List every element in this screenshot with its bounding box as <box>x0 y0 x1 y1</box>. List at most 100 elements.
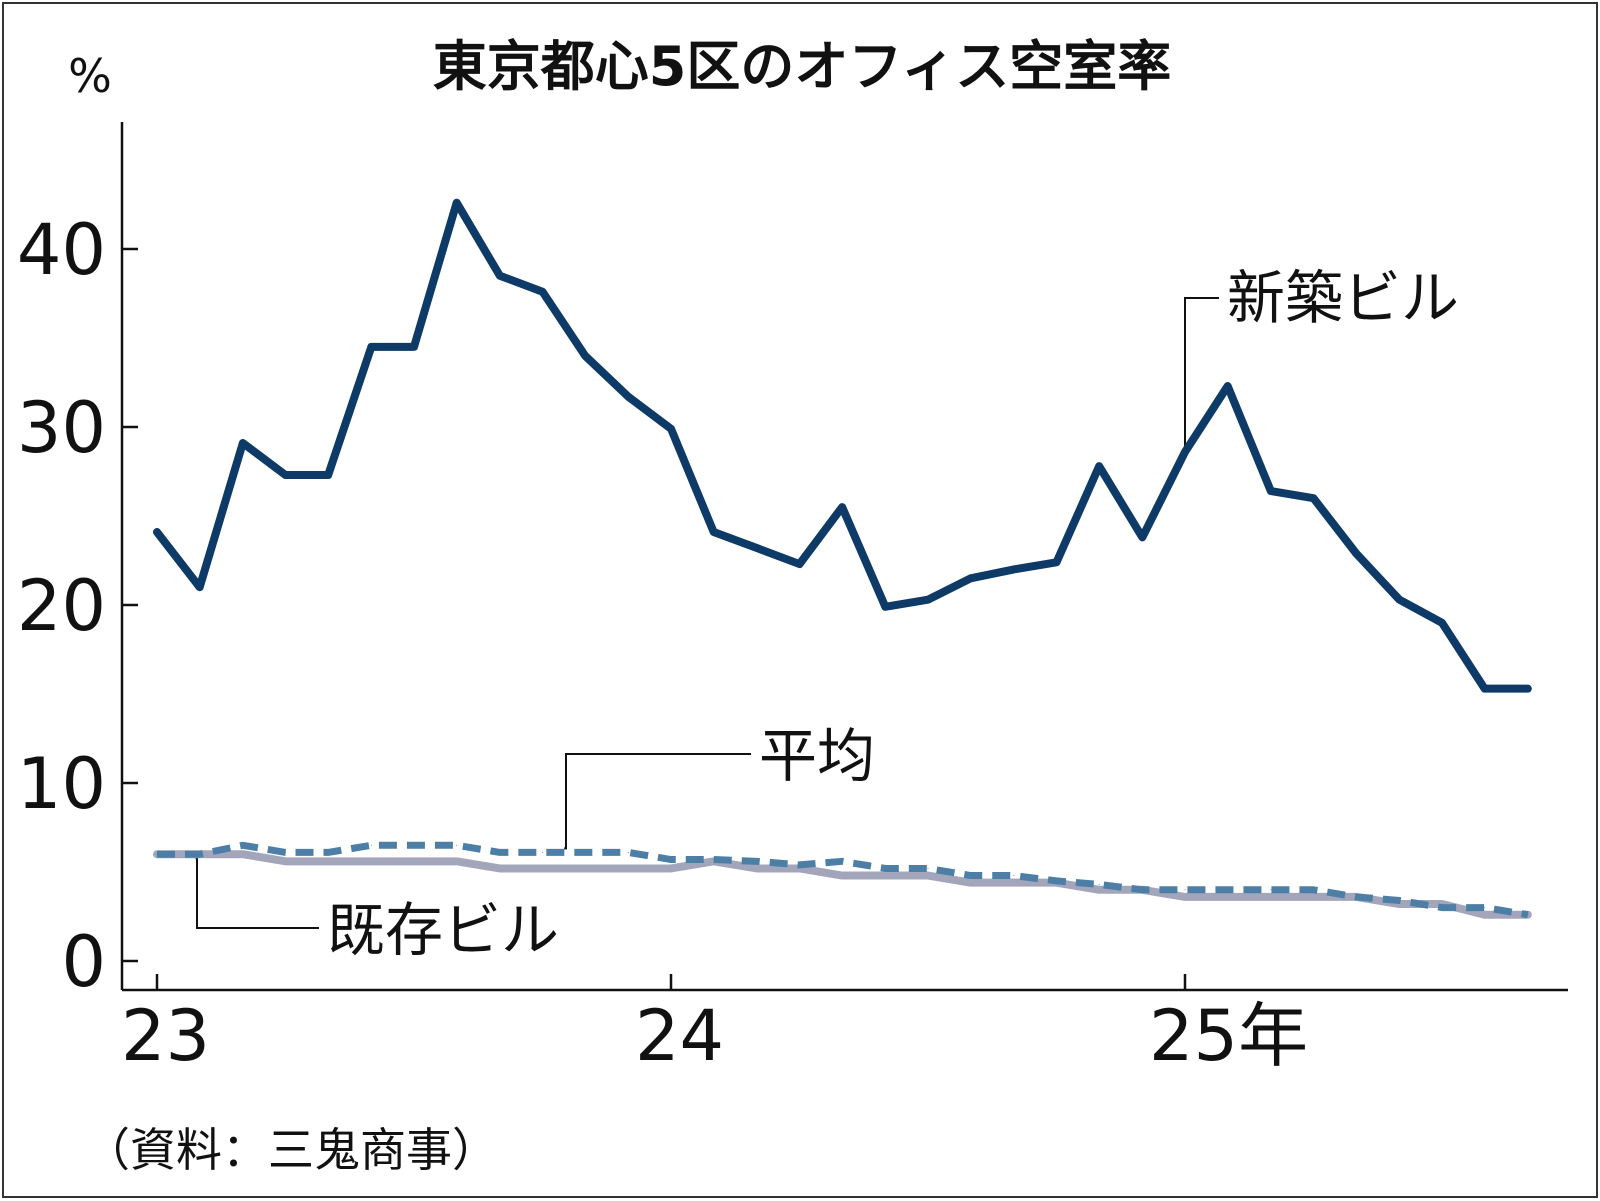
data-point <box>841 506 843 508</box>
data-point <box>1398 899 1400 901</box>
series-label: 新築ビル <box>1227 264 1459 332</box>
y-tick-label: 0 <box>61 921 106 1003</box>
data-point <box>584 851 586 853</box>
data-point <box>970 875 972 877</box>
data-point <box>756 547 758 549</box>
callout-leader-line <box>195 857 319 929</box>
data-point <box>1056 561 1057 563</box>
data-point <box>242 442 244 444</box>
data-point <box>584 355 586 357</box>
data-point <box>1270 490 1272 492</box>
chart-title: 東京都心5区のオフィス空室率 <box>433 35 1172 98</box>
data-point <box>1484 907 1486 909</box>
source-note: （資料：三鬼商事） <box>84 1123 498 1177</box>
data-point <box>1313 896 1314 898</box>
data-point <box>1441 622 1443 624</box>
data-point <box>413 346 415 348</box>
data-point <box>1313 889 1314 891</box>
data-point <box>456 844 458 846</box>
data-point <box>542 867 543 869</box>
y-tick-label: 40 <box>17 209 106 291</box>
data-point <box>285 474 286 476</box>
data-point <box>927 867 929 869</box>
data-point <box>1227 889 1229 891</box>
data-point <box>456 202 458 204</box>
data-point <box>627 851 629 853</box>
data-point <box>1013 882 1015 884</box>
data-point <box>1484 688 1486 690</box>
data-point <box>756 860 758 862</box>
data-point <box>1184 451 1186 453</box>
vacancy-rate-chart: 東京都心5区のオフィス空室率 % 0 10 20 30 40 23 24 25年 新築ビル平均… <box>17 35 1568 1177</box>
data-point <box>1398 599 1400 601</box>
y-tick-label: 20 <box>17 565 106 647</box>
data-point <box>199 853 201 855</box>
data-point <box>285 860 286 862</box>
data-point <box>799 563 800 565</box>
data-point <box>1270 889 1272 891</box>
data-point <box>413 860 415 862</box>
data-point <box>1141 536 1143 538</box>
data-point <box>1441 907 1443 909</box>
series-label: 平均 <box>759 722 875 790</box>
data-point <box>1484 914 1486 916</box>
data-point <box>670 867 672 869</box>
data-point <box>1184 896 1186 898</box>
data-point <box>242 844 244 846</box>
data-point <box>927 875 929 877</box>
data-point <box>713 531 715 533</box>
y-tick-label: 10 <box>17 743 106 825</box>
data-point <box>499 851 501 853</box>
y-axis-unit: % <box>68 49 112 103</box>
data-point <box>1184 889 1186 891</box>
data-point <box>1527 688 1529 690</box>
x-tick-label: 24 <box>635 995 724 1077</box>
data-point <box>327 851 329 853</box>
data-point <box>1227 896 1229 898</box>
x-tick-label: 25年 <box>1149 995 1308 1077</box>
data-point <box>627 867 629 869</box>
data-point <box>1527 914 1529 916</box>
data-point <box>370 844 372 846</box>
data-point <box>927 599 929 601</box>
data-point <box>584 867 586 869</box>
data-point <box>285 851 286 853</box>
data-point <box>499 867 501 869</box>
data-point <box>884 867 886 869</box>
data-point <box>542 851 543 853</box>
callout-leader-line <box>1184 297 1219 448</box>
data-point <box>1355 552 1357 554</box>
data-point <box>370 860 372 862</box>
data-point <box>1270 896 1272 898</box>
callout-leader-line <box>564 753 751 850</box>
data-point <box>413 844 415 846</box>
data-point <box>1013 568 1015 570</box>
data-point <box>1098 883 1100 885</box>
data-point <box>327 474 329 476</box>
data-point <box>970 882 972 884</box>
data-point <box>970 577 972 579</box>
data-point <box>327 860 329 862</box>
data-point <box>1098 889 1100 891</box>
data-point <box>713 859 715 861</box>
y-tick-label: 30 <box>17 387 106 469</box>
axes: 0 10 20 30 40 23 24 25年 <box>17 122 1568 1077</box>
data-point <box>199 586 201 588</box>
series-label: 既存ビル <box>327 896 559 964</box>
data-point <box>1141 889 1143 891</box>
data-point <box>1056 880 1057 882</box>
data-point <box>884 606 886 608</box>
data-point <box>841 875 843 877</box>
data-point <box>1313 497 1314 499</box>
x-tick-label: 23 <box>121 995 210 1077</box>
data-point <box>242 853 244 855</box>
data-point <box>627 396 629 398</box>
data-point <box>1355 896 1357 898</box>
data-point <box>1013 875 1015 877</box>
data-point <box>1098 465 1100 467</box>
data-point <box>456 860 458 862</box>
data-point <box>542 291 543 293</box>
data-point <box>799 864 800 866</box>
